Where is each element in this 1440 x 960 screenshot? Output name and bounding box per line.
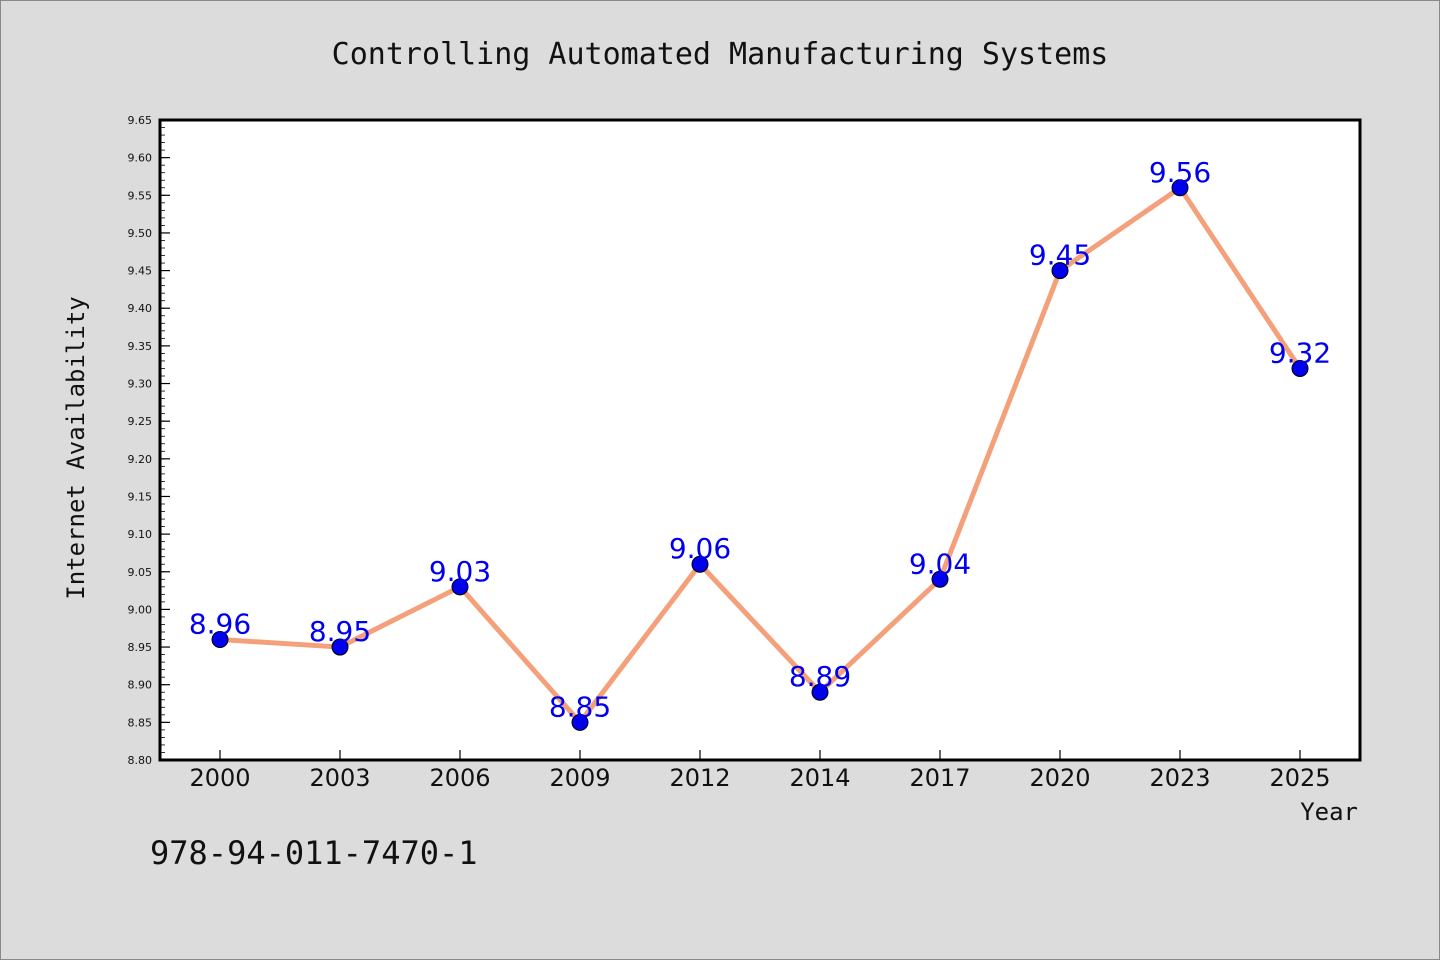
y-tick-label: 9.10 xyxy=(128,528,153,541)
data-label: 9.56 xyxy=(1149,156,1211,189)
y-tick-label: 8.80 xyxy=(128,754,153,767)
data-point xyxy=(1291,359,1309,377)
y-tick-label: 9.55 xyxy=(128,189,153,202)
data-label: 9.06 xyxy=(669,532,731,565)
data-label: 9.45 xyxy=(1029,239,1091,272)
y-tick-label: 9.40 xyxy=(128,302,153,315)
data-label: 8.95 xyxy=(309,615,371,648)
y-tick-label: 9.15 xyxy=(128,490,153,503)
x-tick-label: 2006 xyxy=(429,764,490,792)
data-point xyxy=(1051,262,1069,280)
isbn-footer: 978-94-011-7470-1 xyxy=(150,834,478,872)
y-tick-label: 9.05 xyxy=(128,566,153,579)
y-tick-label: 9.60 xyxy=(128,152,153,165)
x-tick-label: 2003 xyxy=(309,764,370,792)
plot-area xyxy=(158,118,1362,762)
data-label: 9.04 xyxy=(909,547,971,580)
series-line xyxy=(219,185,1303,725)
x-axis: 2000 2003 2006 2009 2012 2014 2017 2020 2023 2025 xyxy=(189,750,1331,792)
y-tick-label: 8.90 xyxy=(128,679,153,692)
data-point xyxy=(211,631,229,649)
x-tick-label: 2000 xyxy=(189,764,250,792)
series-group: 8.96 8.95 9.03 8.85 9.06 8.89 9.04 9.45 9.56 9.32 xyxy=(189,156,1331,731)
x-tick-label: 2020 xyxy=(1029,764,1090,792)
data-point xyxy=(811,683,829,701)
data-point xyxy=(451,578,469,596)
data-label: 9.32 xyxy=(1269,336,1331,369)
y-tick-label: 8.85 xyxy=(128,716,153,729)
data-label: 9.03 xyxy=(429,555,491,588)
x-axis-label: Year xyxy=(1300,798,1358,826)
data-label: 8.96 xyxy=(189,608,251,641)
data-point xyxy=(571,713,589,731)
y-tick-label: 9.00 xyxy=(128,603,153,616)
x-tick-label: 2025 xyxy=(1269,764,1330,792)
chart-title: Controlling Automated Manufacturing Syst… xyxy=(332,37,1109,72)
x-tick-label: 2012 xyxy=(669,764,730,792)
data-point xyxy=(1171,179,1189,197)
data-point xyxy=(691,555,709,573)
y-tick-label: 9.35 xyxy=(128,340,153,353)
y-tick-label: 9.65 xyxy=(128,114,153,127)
x-tick-label: 2017 xyxy=(909,764,970,792)
y-tick-label: 9.45 xyxy=(128,265,153,278)
data-label: 8.85 xyxy=(549,690,611,723)
data-point xyxy=(931,570,949,588)
y-axis: 8.80 8.85 8.90 8.95 9.00 9.05 9.10 9.15 9.20 9.25… xyxy=(128,114,170,767)
x-tick-label: 2014 xyxy=(789,764,850,792)
y-tick-label: 9.30 xyxy=(128,378,153,391)
x-tick-label: 2009 xyxy=(549,764,610,792)
y-tick-label: 9.20 xyxy=(128,453,153,466)
y-axis-label: Internet Availability xyxy=(62,296,90,599)
data-label: 8.89 xyxy=(789,660,851,693)
x-tick-label: 2023 xyxy=(1149,764,1210,792)
y-tick-label: 8.95 xyxy=(128,641,153,654)
y-tick-label: 9.25 xyxy=(128,415,153,428)
y-tick-label: 9.50 xyxy=(128,227,153,240)
data-point xyxy=(331,638,349,656)
